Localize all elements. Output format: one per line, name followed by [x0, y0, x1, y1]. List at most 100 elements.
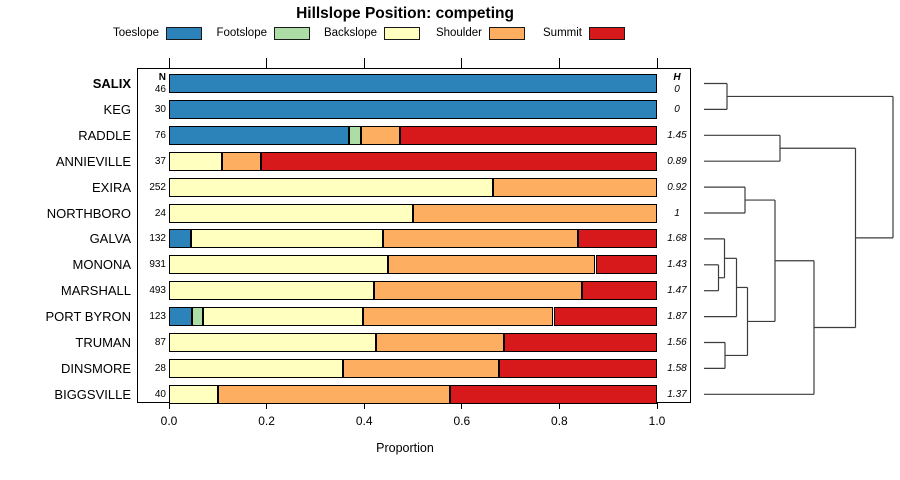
h-value: 1.43 — [667, 259, 687, 271]
n-value: 76 — [154, 129, 166, 141]
bar-segment-backslope — [191, 229, 384, 249]
x-axis-tick-top — [461, 58, 463, 68]
n-value: 931 — [149, 259, 166, 271]
bar-segment-summit — [498, 358, 657, 378]
bar-segment-toeslope — [169, 99, 657, 119]
x-axis-tick-bottom — [558, 403, 560, 409]
x-axis-tick-top — [168, 58, 170, 68]
n-value: 493 — [149, 285, 166, 297]
n-value: 87 — [154, 337, 166, 348]
legend-item-toeslope: Toeslope — [76, 25, 202, 41]
h-value: 1.56 — [667, 337, 687, 348]
x-axis-tick-top — [266, 58, 268, 68]
bar-segment-shoulder — [362, 307, 554, 327]
x-axis-tick-label: 0.4 — [355, 414, 373, 428]
h-value: 1.47 — [667, 285, 687, 297]
bar-segment-backslope — [169, 203, 413, 223]
n-value: 30 — [154, 103, 166, 115]
bar-segment-shoulder — [361, 125, 400, 145]
h-value: 0 — [674, 103, 680, 115]
bar-segment-summit — [581, 281, 657, 301]
series-label: SALIX — [92, 76, 131, 91]
x-axis-tick-top — [558, 58, 560, 68]
series-label: GALVA — [89, 231, 131, 247]
h-value: 1.87 — [667, 311, 687, 323]
chart-title: Hillslope Position: competing — [296, 5, 514, 22]
x-axis-tick-bottom — [266, 403, 268, 409]
series-label: ANNIEVILLE — [55, 153, 131, 169]
bar-segment-shoulder — [413, 203, 657, 223]
bar-segment-summit — [261, 151, 657, 171]
bar-segment-backslope — [169, 358, 344, 378]
x-axis-tick-bottom — [656, 403, 658, 409]
legend-label: Summit — [543, 27, 582, 39]
bar-segment-shoulder — [343, 358, 499, 378]
series-label: KEG — [103, 101, 131, 117]
n-value: 24 — [154, 207, 166, 219]
x-axis-tick-bottom — [363, 403, 365, 409]
bar-segment-toeslope — [169, 229, 191, 249]
legend-swatch-shoulder — [489, 26, 525, 40]
h-value: 1.37 — [667, 388, 687, 400]
bar-segment-toeslope — [169, 307, 192, 327]
x-axis-tick-bottom — [461, 403, 463, 409]
legend-label: Toeslope — [112, 27, 159, 39]
bar-segment-footslope — [348, 125, 362, 145]
h-value: 1.58 — [667, 362, 687, 374]
legend-item-backslope: Backslope — [294, 25, 420, 41]
x-axis-tick-label: 0.0 — [160, 414, 178, 428]
bar-segment-shoulder — [383, 229, 579, 249]
legend-swatch-summit — [589, 26, 625, 40]
legend-item-shoulder: Shoulder — [399, 25, 525, 41]
bar-segment-backslope — [169, 281, 374, 301]
bar-segment-backslope — [169, 384, 218, 404]
bar-segment-shoulder — [375, 333, 504, 352]
x-axis-tick-bottom — [168, 403, 170, 409]
n-value: 40 — [154, 388, 166, 400]
h-value: 0.92 — [667, 181, 687, 193]
x-axis-tick-top — [656, 58, 658, 68]
n-value: 252 — [149, 181, 166, 193]
legend-swatch-toeslope — [166, 26, 202, 40]
bar-segment-shoulder — [373, 281, 582, 301]
x-axis-tick-label: 0.6 — [453, 414, 471, 428]
series-label: BIGGSVILLE — [54, 386, 131, 402]
bar-segment-backslope — [169, 177, 493, 197]
bar-segment-backslope — [203, 307, 363, 327]
bar-segment-shoulder — [221, 151, 262, 171]
x-axis-tick-label: 0.2 — [258, 414, 275, 428]
n-value: 123 — [149, 311, 166, 323]
bar-segment-summit — [595, 255, 657, 275]
h-column-header: H — [673, 72, 681, 83]
n-value: 46 — [154, 84, 166, 95]
n-value: 28 — [154, 362, 166, 374]
bar-segment-footslope — [191, 307, 204, 327]
series-label: EXIRA — [91, 179, 131, 195]
series-label: RADDLE — [78, 127, 131, 143]
bar-segment-shoulder — [217, 384, 450, 404]
legend-item-footslope: Footslope — [184, 25, 310, 41]
h-value: 0 — [674, 84, 680, 95]
legend-label: Shoulder — [435, 27, 482, 39]
legend-label: Footslope — [216, 27, 267, 39]
bar-segment-toeslope — [169, 74, 657, 93]
legend-label: Backslope — [323, 27, 377, 39]
h-value: 1.45 — [667, 129, 687, 141]
h-value: 0.89 — [667, 155, 687, 167]
h-value: 1.68 — [667, 233, 687, 245]
n-column-header: N — [158, 72, 166, 83]
bar-segment-toeslope — [169, 125, 349, 145]
bar-segment-summit — [578, 229, 657, 249]
bar-segment-summit — [399, 125, 657, 145]
series-label: DINSMORE — [60, 360, 131, 376]
series-label: TRUMAN — [75, 335, 131, 350]
series-label: MONONA — [72, 257, 132, 273]
bar-segment-summit — [553, 307, 657, 327]
n-value: 37 — [154, 155, 166, 167]
legend-item-summit: Summit — [499, 25, 625, 41]
bar-segment-backslope — [169, 255, 389, 275]
bar-segment-backslope — [169, 333, 376, 352]
n-value: 132 — [149, 233, 166, 245]
series-label: PORT BYRON — [45, 309, 131, 325]
